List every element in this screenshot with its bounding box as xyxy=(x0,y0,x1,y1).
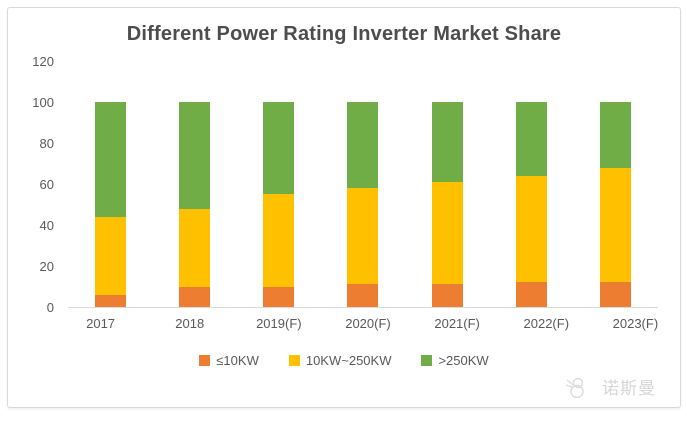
bar-segment->250KW xyxy=(347,102,379,189)
bar-segment-≤10KW xyxy=(178,286,210,307)
y-tick-label: 80 xyxy=(39,136,54,151)
bar-segment-≤10KW xyxy=(431,284,463,307)
bar-segment->250KW xyxy=(178,102,210,209)
bar-segment-≤10KW xyxy=(516,282,548,307)
legend-item: ≤10KW xyxy=(199,353,259,368)
x-axis-labels: 2017 2018 2019(F) 2020(F) 2021(F) 2022(F) 2023… xyxy=(56,308,680,331)
y-tick-label: 0 xyxy=(46,300,54,315)
bar-column-2021(F) xyxy=(405,62,489,307)
y-tick-label: 120 xyxy=(32,54,54,69)
bar-column-2022(F) xyxy=(489,62,573,307)
bar-segment->250KW xyxy=(263,102,295,195)
bar-segment-10KW~250KW xyxy=(347,188,379,285)
bar-segment->250KW xyxy=(600,102,632,168)
bar-column-2023(F) xyxy=(574,62,658,307)
chart-area: 0 20 40 60 80 100 120 xyxy=(20,54,658,315)
bar-stack xyxy=(347,102,379,307)
x-axis-label: 2020(F) xyxy=(345,316,391,331)
bar-segment-10KW~250KW xyxy=(94,216,126,295)
bar-stack xyxy=(263,102,295,307)
y-tick-label: 20 xyxy=(39,259,54,274)
bar-column-2018 xyxy=(152,62,236,307)
legend-swatch-icon xyxy=(288,355,300,366)
y-axis: 0 20 40 60 80 100 120 xyxy=(20,54,58,315)
x-axis-label: 2021(F) xyxy=(434,316,480,331)
bar-stack xyxy=(94,102,126,307)
bar-segment-≤10KW xyxy=(600,282,632,307)
bar-column-2020(F) xyxy=(321,62,405,307)
legend-item: 10KW~250KW xyxy=(288,353,392,368)
x-axis-label: 2022(F) xyxy=(523,316,570,331)
bar-segment-≤10KW xyxy=(347,284,379,307)
bar-stack xyxy=(431,102,463,307)
y-tick-label: 100 xyxy=(32,95,54,110)
watermark-text: 诺斯曼 xyxy=(602,379,656,398)
bar-segment-≤10KW xyxy=(94,294,126,307)
bar-column-2017 xyxy=(68,62,152,307)
snowman-logo-icon xyxy=(565,376,595,398)
legend-item: >250KW xyxy=(421,353,489,368)
legend-swatch-icon xyxy=(421,355,433,366)
bar-segment-10KW~250KW xyxy=(516,175,548,283)
bar-segment-≤10KW xyxy=(263,286,295,307)
chart-title: Different Power Rating Inverter Market S… xyxy=(126,23,562,45)
bar-segment-10KW~250KW xyxy=(263,194,295,287)
x-axis-label: 2023(F) xyxy=(612,316,659,331)
bar-column-2019(F) xyxy=(237,62,321,307)
bar-segment-10KW~250KW xyxy=(178,208,210,287)
plot-area xyxy=(68,62,658,308)
legend-swatch-icon xyxy=(199,355,211,366)
x-axis-label: 2018 xyxy=(175,316,205,331)
y-tick-label: 40 xyxy=(39,218,54,233)
legend-label: >250KW xyxy=(438,353,489,368)
legend-label: 10KW~250KW xyxy=(305,353,392,368)
bar-segment->250KW xyxy=(94,102,126,217)
legend: ≤10KW 10KW~250KW >250KW xyxy=(8,353,680,368)
x-axis-label: 2017 xyxy=(86,316,116,331)
bar-stack xyxy=(516,102,548,307)
bar-segment->250KW xyxy=(431,102,463,182)
bar-stack xyxy=(178,102,210,307)
x-axis-label: 2019(F) xyxy=(256,316,302,331)
chart-card: Different Power Rating Inverter Market S… xyxy=(7,7,681,408)
bar-segment->250KW xyxy=(516,102,548,176)
watermark: 诺斯曼 xyxy=(565,374,656,399)
bar-segment-10KW~250KW xyxy=(431,181,463,285)
y-tick-label: 60 xyxy=(39,177,54,192)
bar-segment-10KW~250KW xyxy=(600,167,632,283)
legend-label: ≤10KW xyxy=(216,353,259,368)
bar-stack xyxy=(600,102,632,307)
